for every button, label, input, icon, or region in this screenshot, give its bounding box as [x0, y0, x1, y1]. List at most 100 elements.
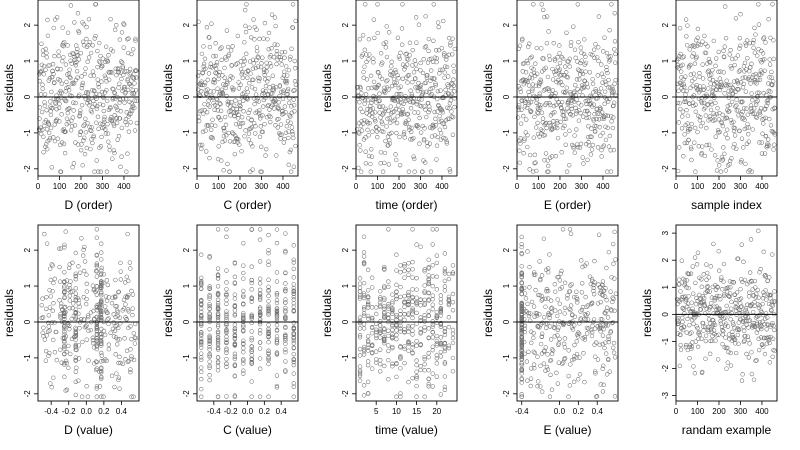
- residual-point: [443, 64, 448, 69]
- residual-point: [446, 315, 452, 320]
- residual-point: [228, 104, 233, 109]
- residual-point: [116, 70, 121, 75]
- residual-point: [102, 119, 107, 125]
- residual-point: [102, 90, 108, 95]
- residual-point: [756, 22, 762, 27]
- residual-point: [552, 109, 557, 115]
- residual-point: [421, 57, 426, 62]
- residual-point: [549, 305, 555, 311]
- residual-point: [450, 132, 456, 137]
- residual-point: [358, 148, 363, 153]
- residual-point: [212, 107, 217, 112]
- residual-point: [723, 132, 728, 137]
- residual-point: [369, 154, 375, 159]
- residual-point: [681, 54, 687, 59]
- residual-point: [378, 347, 383, 352]
- residual-point: [562, 311, 567, 316]
- residual-point: [357, 131, 362, 136]
- residual-point: [86, 16, 92, 22]
- residual-point: [429, 134, 435, 139]
- residual-point: [723, 36, 729, 41]
- residual-point: [429, 76, 435, 81]
- residual-point: [223, 122, 229, 128]
- residual-point: [224, 79, 230, 85]
- residual-point: [363, 149, 368, 154]
- residual-point: [234, 109, 240, 115]
- residual-point: [686, 271, 692, 277]
- residual-point: [207, 354, 212, 359]
- residual-point: [432, 76, 437, 81]
- residual-point: [406, 300, 411, 305]
- residual-point: [112, 328, 118, 333]
- residual-point: [701, 84, 706, 89]
- residual-point: [99, 335, 104, 340]
- residual-point: [76, 142, 81, 147]
- residual-point: [57, 119, 62, 124]
- residual-point: [241, 345, 246, 351]
- residual-point: [551, 103, 557, 109]
- residual-point: [364, 111, 369, 116]
- y-tick-label: 0: [341, 319, 350, 324]
- residual-point: [441, 18, 446, 24]
- residual-point: [594, 394, 599, 399]
- residual-point: [52, 53, 57, 59]
- residual-point: [94, 158, 99, 163]
- residual-point: [408, 106, 414, 111]
- residual-point: [593, 89, 599, 94]
- residual-point: [268, 119, 273, 125]
- residual-point: [249, 296, 254, 302]
- residual-point: [241, 368, 246, 373]
- residual-point: [445, 105, 450, 110]
- residual-point: [543, 304, 548, 309]
- residual-point: [600, 80, 605, 85]
- residual-point: [395, 114, 400, 119]
- residual-point: [398, 263, 403, 268]
- residual-point: [410, 306, 415, 311]
- residual-point: [590, 142, 596, 148]
- residual-point: [114, 371, 119, 376]
- residual-point: [44, 333, 49, 338]
- residual-point: [103, 357, 108, 362]
- residual-point: [209, 65, 215, 70]
- residual-point: [67, 67, 72, 72]
- residual-point: [357, 333, 363, 338]
- residual-point: [224, 57, 229, 62]
- plot-frame: [37, 0, 140, 177]
- residual-point: [382, 335, 387, 340]
- residual-point: [288, 169, 294, 174]
- residual-point: [73, 140, 78, 145]
- residual-point: [430, 59, 436, 64]
- residual-point: [727, 52, 732, 57]
- residual-point: [436, 48, 442, 53]
- residual-point: [540, 389, 545, 394]
- residual-point: [232, 354, 238, 359]
- residual-point: [747, 270, 753, 275]
- residual-point: [83, 301, 89, 307]
- residual-point: [206, 123, 211, 128]
- residual-point: [406, 348, 411, 353]
- residual-point: [676, 120, 681, 125]
- residual-point: [224, 234, 229, 240]
- residual-point: [410, 79, 415, 85]
- residual-point: [732, 79, 737, 84]
- residual-point: [93, 2, 98, 7]
- residual-point: [62, 360, 67, 366]
- y-tick-label: -3: [661, 391, 670, 399]
- residual-point: [771, 56, 776, 62]
- residual-point: [426, 265, 431, 270]
- residual-point: [111, 312, 116, 317]
- residual-point: [44, 306, 49, 312]
- residual-point: [288, 120, 293, 125]
- residual-point: [753, 32, 758, 37]
- residual-point: [213, 41, 218, 46]
- residual-point: [99, 271, 104, 276]
- residual-point: [695, 26, 701, 32]
- residual-point: [549, 127, 554, 133]
- residual-point: [124, 69, 129, 74]
- residual-point: [537, 325, 542, 330]
- residual-point: [118, 360, 123, 366]
- residual-point: [717, 268, 722, 273]
- residual-point: [282, 104, 288, 109]
